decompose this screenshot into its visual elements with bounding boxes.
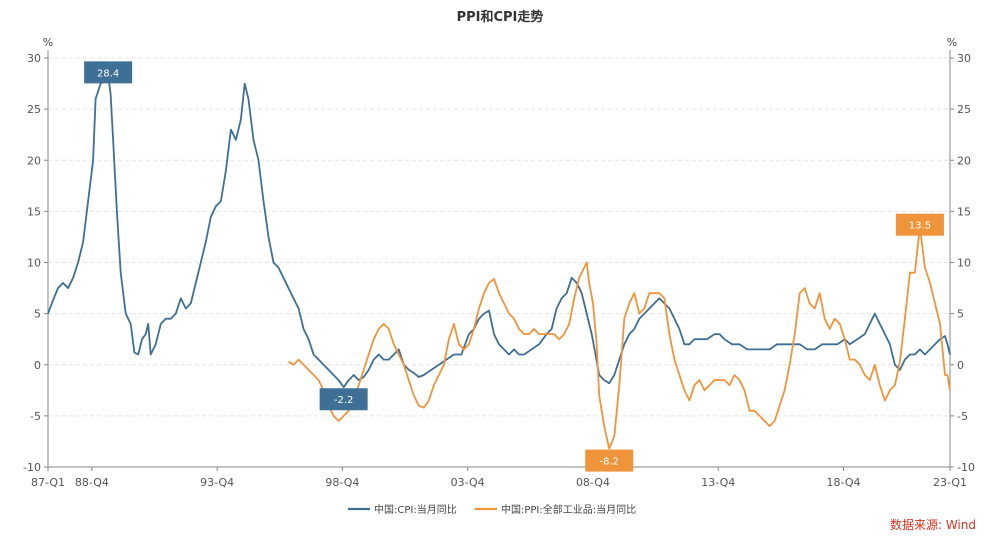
gridlines (48, 57, 950, 417)
y-tick-label-left: 15 (27, 205, 41, 218)
y-tick-label-left: -10 (23, 461, 41, 474)
x-tick-label: 08-Q4 (576, 476, 610, 489)
x-tick-label: 93-Q4 (200, 476, 234, 489)
y-tick-label-right: 30 (957, 52, 971, 65)
annotation-label: 28.4 (97, 68, 119, 79)
y-tick-label-right: -10 (957, 461, 975, 474)
legend: 中国:CPI:当月同比 中国:PPI:全部工业品:当月同比 (348, 503, 636, 516)
y-tick-label-left: 25 (27, 103, 41, 116)
series-line-ppi (288, 225, 951, 450)
annotation-box (895, 213, 944, 236)
x-tick-label: 23-Q1 (933, 476, 967, 489)
legend-label: 中国:CPI:当月同比 (374, 503, 457, 516)
y-tick-label-right: -5 (957, 410, 968, 423)
annotation-box (585, 449, 634, 472)
y-tick-label-right: 15 (957, 205, 971, 218)
y-tick-label-right: 20 (957, 154, 971, 167)
chart-title: PPI和CPI走势 (457, 9, 544, 25)
x-tick-label: 13-Q4 (701, 476, 735, 489)
x-tick-label: 18-Q4 (826, 476, 860, 489)
series-layer (47, 73, 951, 450)
y-tick-label-left: -5 (30, 410, 41, 423)
x-tick-label: 88-Q4 (75, 476, 109, 489)
series-line-cpi (47, 73, 951, 389)
y-tick-label-left: 0 (34, 359, 41, 372)
axes: -10 -10 -5 -5 0 0 5 5 10 10 15 15 20 20 25 25 30 30 87-Q1 8… (23, 50, 975, 489)
y-tick-label-left: 5 (34, 308, 41, 321)
y-tick-label-left: 30 (27, 52, 41, 65)
y-axis-unit-right: % (947, 36, 957, 49)
annotation-box (84, 61, 133, 84)
annotation-label: 13.5 (909, 221, 931, 232)
x-tick-label: 87-Q1 (31, 476, 65, 489)
y-axis-unit-left: % (43, 36, 53, 49)
annotation-label: -8.2 (599, 457, 619, 468)
y-tick-label-left: 20 (27, 154, 41, 167)
y-tick-label-right: 10 (957, 257, 971, 270)
x-tick-label: 98-Q4 (325, 476, 359, 489)
y-tick-label-right: 5 (957, 308, 964, 321)
annotation-label: -2.2 (334, 395, 354, 406)
y-tick-label-right: 25 (957, 103, 971, 116)
annotations: 28.4 -2.2 -8.2 13.5 (84, 61, 944, 472)
y-tick-label-left: 10 (27, 257, 41, 270)
y-tick-label-right: 0 (957, 359, 964, 372)
annotation-box (319, 388, 368, 411)
x-tick-label: 03-Q4 (451, 476, 485, 489)
legend-label: 中国:PPI:全部工业品:当月同比 (501, 503, 636, 516)
source-note: 数据来源: Wind (890, 517, 976, 532)
